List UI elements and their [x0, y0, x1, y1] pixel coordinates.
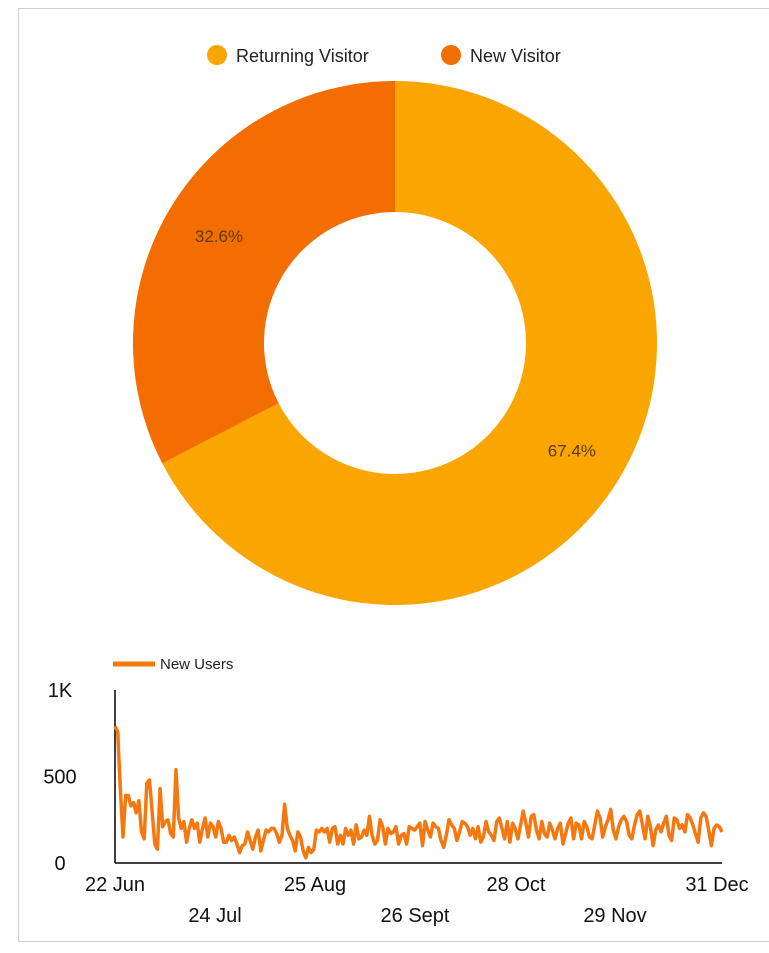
x-tick-label-row1-3: 28 Oct [487, 874, 546, 896]
line-chart-axes: 0 500 1K 22 Jun 25 Aug 28 Oct 31 Dec 24 Jul 26 S… [43, 680, 748, 927]
series-line-new-users [113, 725, 724, 860]
line-legend-label: New Users [160, 656, 233, 673]
donut-slice-1 [162, 81, 658, 605]
legend-label-1: Returning Visitor [236, 46, 369, 66]
pie-legend: Returning Visitor New Visitor [207, 45, 561, 66]
line-legend: New Users [113, 656, 233, 673]
y-tick-label-1: 0 [54, 853, 65, 875]
donut-value-labels: 67.4% 32.6% [195, 227, 596, 461]
line-chart-plot [113, 725, 724, 860]
donut-value-label-2: 32.6% [195, 227, 243, 246]
x-tick-label-row2-1: 24 Jul [188, 905, 241, 927]
y-tick-label-2: 500 [43, 767, 76, 789]
x-tick-label-row2-2: 26 Sept [381, 905, 450, 927]
legend-label-2: New Visitor [470, 46, 561, 66]
donut-chart [133, 81, 658, 605]
x-tick-label-row1-2: 25 Aug [284, 874, 346, 896]
x-tick-label-row2-3: 29 Nov [583, 905, 646, 927]
legend-swatch-1 [207, 45, 227, 65]
legend-swatch-2 [441, 45, 461, 65]
x-tick-label-row1-4: 31 Dec [685, 874, 748, 896]
y-tick-label-3: 1K [48, 680, 73, 702]
donut-slice-2 [133, 81, 395, 464]
donut-value-label-1: 67.4% [548, 442, 596, 461]
x-tick-label-row1-1: 22 Jun [85, 874, 145, 896]
